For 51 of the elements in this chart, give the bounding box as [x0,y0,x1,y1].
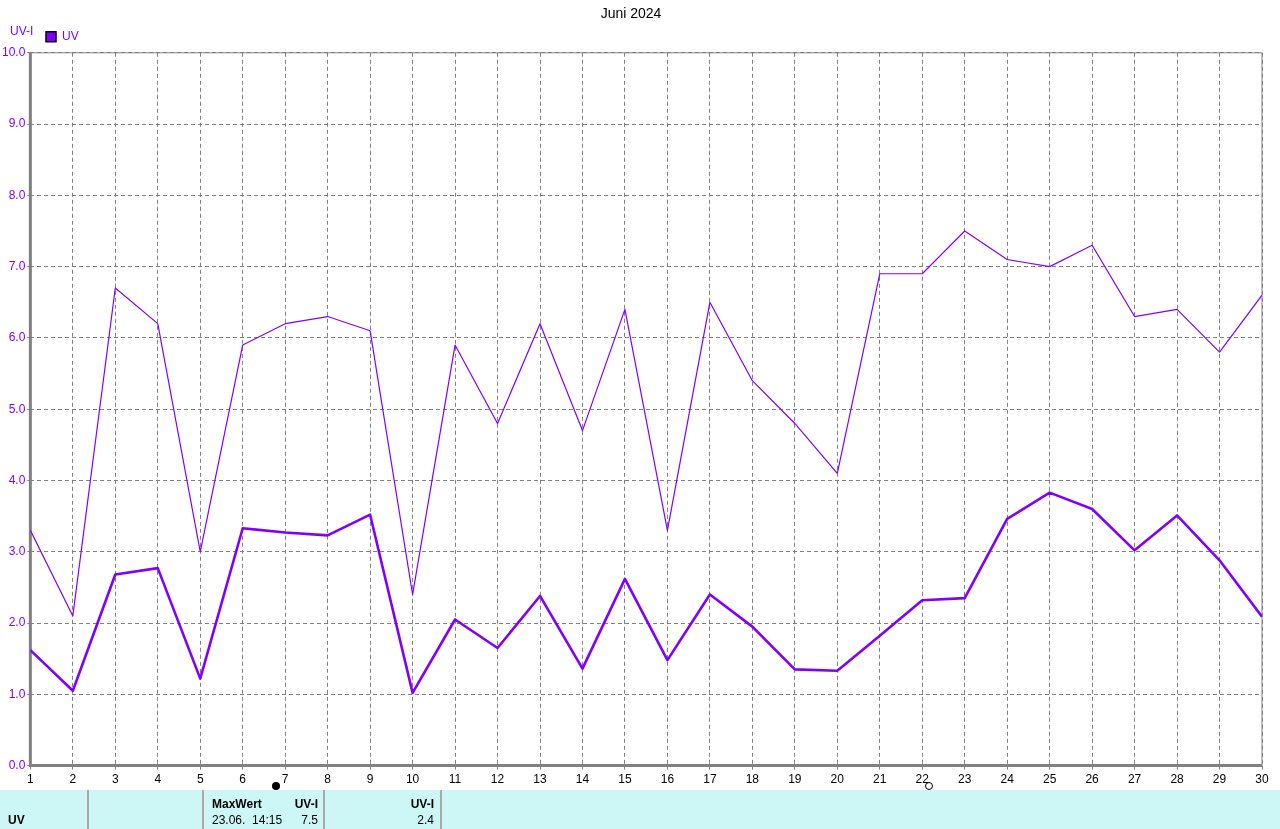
x-tick-label: 10 [405,772,420,787]
x-tick-label: 7 [281,772,289,787]
x-tick-label: 8 [324,772,332,787]
x-tick-label: 20 [830,772,845,787]
x-tick-label: 25 [1042,772,1057,787]
x-tick-label: 16 [660,772,675,787]
y-tick-label: 9.0 [8,116,26,131]
y-tick-label: 1.0 [8,686,26,701]
x-tick-label: 6 [239,772,247,787]
text: UV [8,813,25,827]
x-tick-label: 1 [27,772,35,787]
y-tick-label: 5.0 [8,401,26,416]
text: 23.06. 14:15 [212,813,283,827]
x-tick-label: 22 [915,772,930,787]
x-tick-label: 11 [448,772,462,787]
x-tick-label: 2 [69,772,77,787]
x-tick-label: 26 [1085,772,1100,787]
x-tick-label: 4 [154,772,162,787]
y-axis-title: UV-I [10,24,34,39]
chart-title: Juni 2024 [600,5,662,22]
y-tick-label: 2.0 [8,615,26,630]
y-tick-label: 7.0 [8,258,26,273]
x-tick-label: 12 [490,772,505,787]
y-tick-label: 10.0 [2,45,26,60]
x-tick-label: 9 [366,772,374,787]
x-tick-label: 5 [196,772,204,787]
x-tick-label: 27 [1127,772,1142,787]
text: UV-I [293,797,318,811]
x-tick-label: 19 [788,772,802,787]
text: 7.5 [301,813,318,827]
x-tick-label: 14 [575,772,590,787]
legend-label: UV [62,29,79,44]
y-tick-label: 6.0 [8,330,26,345]
x-tick-label: 15 [618,772,632,787]
x-tick-label: 28 [1170,772,1185,787]
text: 2.4 [416,813,434,827]
y-tick-label: 0.0 [8,757,26,772]
x-tick-label: 3 [111,772,119,787]
x-tick-label: 23 [958,772,972,787]
x-tick-label: 24 [1000,772,1015,787]
x-tick-label: 17 [703,772,717,787]
y-tick-label: 8.0 [8,187,26,202]
x-tick-label: 21 [873,772,887,787]
y-tick-label: 3.0 [8,544,26,559]
x-tick-label: 30 [1255,772,1269,787]
text: UV-I [409,797,434,811]
y-tick-label: 4.0 [8,472,26,487]
x-tick-label: 29 [1212,772,1227,787]
x-tick-label: 18 [745,772,760,787]
text: MaxWert [212,797,262,811]
x-tick-label: 13 [533,772,547,787]
